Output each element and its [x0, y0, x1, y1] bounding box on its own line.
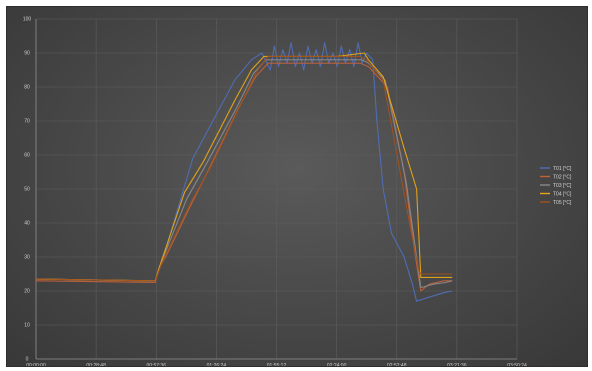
legend-label: T02 [°C]: [553, 174, 572, 180]
x-tick-label: 01:26:24: [207, 363, 227, 366]
legend-label: T04 [°C]: [553, 191, 572, 197]
x-tick-label: 02:24:00: [327, 363, 347, 366]
x-tick-label: 02:52:48: [387, 363, 407, 366]
y-tick-label: 70: [24, 119, 30, 125]
x-tick-label: 01:55:12: [267, 363, 287, 366]
y-tick-label: 20: [24, 289, 30, 295]
y-tick-label: 10: [24, 323, 30, 329]
y-tick-label: 0: [26, 357, 29, 363]
y-tick-label: 90: [24, 51, 30, 57]
y-tick-label: 30: [24, 255, 30, 261]
x-tick-label: 00:00:00: [26, 363, 46, 366]
y-tick-label: 80: [24, 85, 30, 91]
series-line-3: [35, 59, 453, 289]
x-tick-label: 03:50:24: [507, 363, 527, 366]
series-line-1: [35, 42, 453, 302]
legend-label: T03 [°C]: [553, 183, 572, 189]
legend-label: T01 [°C]: [553, 166, 572, 172]
line-chart: 0 10 20 30 40 50 60 70 80 90 100 00:00:00 00:28:48 00…: [23, 17, 572, 366]
series-line-2: [35, 62, 453, 292]
x-tick-label: 00:28:48: [86, 363, 106, 366]
x-tick-label: 03:21:36: [447, 363, 467, 366]
chart-area: 0 10 20 30 40 50 60 70 80 90 100 00:00:00 00:28:48 00…: [6, 6, 588, 367]
x-tick-label: 00:57:36: [147, 363, 167, 366]
series-line-5: [35, 55, 453, 282]
y-tick-label: 60: [24, 153, 30, 159]
y-tick-label: 50: [24, 187, 30, 193]
y-tick-label: 40: [24, 221, 30, 227]
legend-label: T05 [°C]: [553, 200, 572, 206]
y-tick-label: 100: [23, 17, 32, 23]
